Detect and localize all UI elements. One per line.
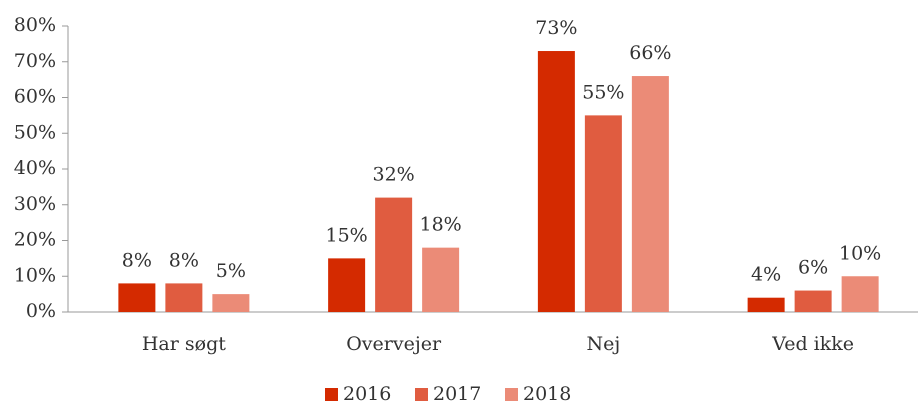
- bar: [118, 283, 156, 312]
- x-tick-label: Har søgt: [142, 333, 226, 355]
- x-tick-label: Nej: [586, 333, 620, 355]
- value-label: 4%: [751, 264, 781, 286]
- y-tick-label: 20%: [14, 229, 56, 251]
- value-label: 5%: [216, 260, 246, 282]
- value-label: 66%: [629, 42, 671, 64]
- y-tick-label: 10%: [14, 264, 56, 286]
- x-tick-label: Overvejer: [346, 333, 442, 355]
- y-tick-label: 50%: [14, 121, 56, 143]
- bar: [212, 294, 250, 312]
- legend-label: 2016: [343, 383, 391, 405]
- bar: [584, 115, 622, 312]
- y-tick-label: 40%: [14, 157, 56, 179]
- value-label: 10%: [839, 242, 881, 264]
- value-label: 73%: [535, 17, 577, 39]
- y-tick-label: 70%: [14, 50, 56, 72]
- y-tick-label: 0%: [26, 300, 56, 322]
- value-label: 32%: [373, 164, 415, 186]
- y-tick-label: 30%: [14, 193, 56, 215]
- y-tick-label: 80%: [14, 14, 56, 36]
- bar: [841, 276, 879, 312]
- legend-swatch: [415, 388, 428, 401]
- bar: [537, 51, 575, 313]
- legend-swatch: [505, 388, 518, 401]
- value-label: 18%: [420, 214, 462, 236]
- bar: [165, 283, 203, 312]
- bar: [747, 297, 785, 312]
- value-label: 6%: [798, 257, 828, 279]
- bar: [794, 290, 832, 312]
- bar: [422, 247, 460, 312]
- bar: [328, 258, 366, 312]
- y-tick-label: 60%: [14, 86, 56, 108]
- x-tick-label: Ved ikke: [771, 333, 854, 355]
- legend-label: 2018: [523, 383, 571, 405]
- legend-label: 2017: [433, 383, 481, 405]
- value-label: 15%: [326, 224, 368, 246]
- legend-swatch: [325, 388, 338, 401]
- value-label: 8%: [169, 249, 199, 271]
- value-label: 55%: [582, 81, 624, 103]
- bar: [375, 197, 413, 312]
- value-label: 8%: [122, 249, 152, 271]
- bar: [631, 76, 669, 312]
